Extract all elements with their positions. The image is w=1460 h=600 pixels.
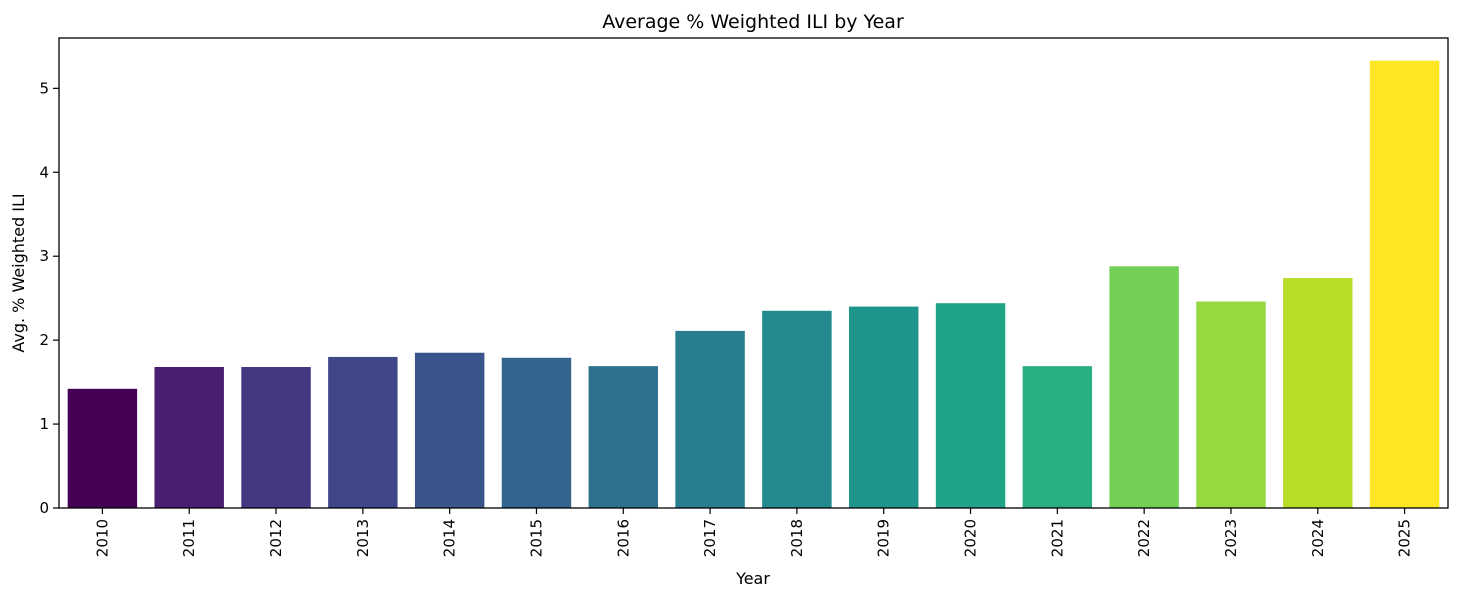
x-tick-label: 2022 [1135,519,1153,557]
x-tick-label: 2017 [701,519,719,557]
bar-2011 [154,367,224,508]
y-tick-label: 4 [39,163,49,181]
x-tick-label: 2010 [93,519,111,557]
x-tick-label: 2020 [962,519,980,557]
bar-2025 [1369,60,1440,508]
bar-2021 [1022,366,1093,508]
x-tick-label: 2025 [1396,519,1414,557]
bar-2022 [1109,266,1179,508]
x-tick-label: 2018 [788,519,806,557]
bar-2010 [67,388,138,508]
x-tick-label: 2015 [527,519,545,557]
x-tick-label: 2011 [180,519,198,557]
bar-2013 [328,356,398,508]
bar-2012 [241,367,311,508]
plot-area: 0 1 2 3 4 5 2010 2011 2012 2013 2014 2015 2016 2017 20… [39,37,1449,557]
bar-2018 [762,310,832,508]
bar-2024 [1283,278,1353,508]
bar-2015 [501,357,572,508]
chart-title: Average % Weighted ILI by Year [602,11,904,33]
plot-frame [58,37,1449,509]
x-tick-label: 2019 [875,519,893,557]
x-tick-label: 2012 [267,519,285,557]
x-tick-label: 2013 [354,519,372,557]
y-tick-label: 1 [39,415,49,433]
y-tick-label: 5 [39,79,49,97]
x-tick-label: 2014 [441,519,459,557]
bar-2023 [1196,301,1266,508]
x-tick-label: 2021 [1048,519,1066,557]
y-tick-label: 3 [39,247,49,265]
bar-2020 [935,303,1006,508]
bar-2019 [848,306,919,508]
bar-2017 [675,330,745,508]
x-axis-label: Year [735,569,770,588]
y-tick-label: 0 [39,499,49,517]
x-tick-label: 2023 [1222,519,1240,557]
y-tick-label: 2 [39,331,49,349]
x-tick-label: 2016 [614,519,632,557]
x-tick-label: 2024 [1309,519,1327,557]
y-axis-label: Avg. % Weighted ILI [9,193,28,352]
bar-2014 [414,352,485,508]
bar-2016 [588,366,659,508]
